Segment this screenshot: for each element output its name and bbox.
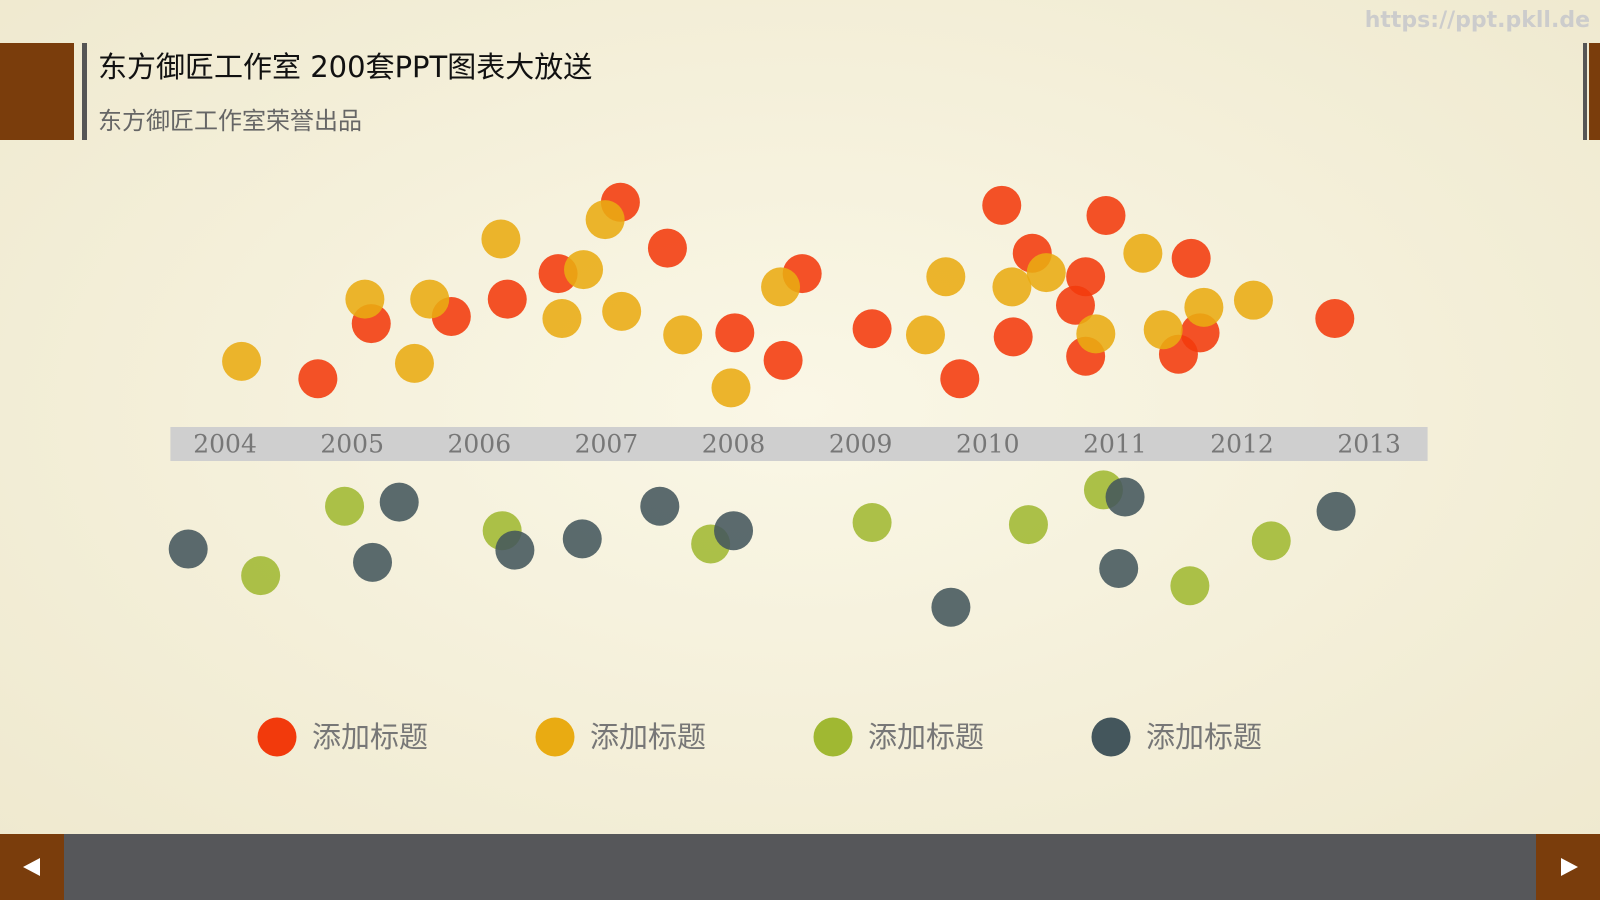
point — [325, 486, 365, 526]
point — [1143, 310, 1183, 350]
divider — [82, 43, 87, 140]
point — [647, 228, 687, 268]
point — [481, 219, 521, 259]
prev-arrow[interactable] — [23, 858, 40, 876]
footer-bar — [0, 834, 1600, 900]
x-tick-label: 2010 — [956, 430, 1020, 459]
point — [298, 359, 338, 399]
legend-label: 添加标题 — [590, 720, 706, 754]
divider — [1583, 43, 1587, 140]
subtitle: 东方御匠工作室荣誉出品 — [98, 107, 362, 135]
point — [564, 250, 604, 290]
point — [1123, 233, 1163, 273]
point — [1086, 196, 1126, 236]
point — [1251, 521, 1291, 561]
point — [1026, 253, 1066, 293]
point — [852, 503, 892, 543]
point — [1105, 477, 1145, 517]
point — [982, 185, 1022, 225]
point — [926, 257, 966, 297]
point — [905, 315, 945, 355]
point — [495, 530, 535, 570]
point — [1170, 566, 1210, 606]
legend-marker — [813, 717, 853, 757]
point — [1076, 314, 1116, 354]
point — [852, 309, 892, 349]
point — [1171, 238, 1211, 278]
brand-block — [1589, 43, 1600, 140]
x-tick-label: 2005 — [320, 430, 384, 459]
x-tick-label: 2008 — [702, 430, 766, 459]
point — [931, 587, 971, 627]
legend-label: 添加标题 — [312, 720, 428, 754]
point — [1184, 287, 1224, 327]
x-tick-label: 2012 — [1210, 430, 1274, 459]
point — [663, 315, 703, 355]
point — [394, 343, 434, 383]
point — [487, 279, 527, 319]
point — [761, 267, 801, 307]
point — [345, 279, 385, 319]
x-tick-label: 2013 — [1337, 430, 1401, 459]
axis-band — [170, 427, 1428, 461]
watermark: https://ppt.pkll.de — [1365, 8, 1590, 33]
legend-marker — [257, 717, 297, 757]
point — [222, 341, 262, 381]
point — [168, 529, 208, 569]
legend: 添加标题 添加标题 添加标题 添加标题 — [257, 717, 1262, 757]
x-tick-label: 2006 — [447, 430, 511, 459]
title: 东方御匠工作室 200套PPT图表大放送 — [98, 50, 592, 84]
legend-marker — [1091, 717, 1131, 757]
point — [542, 299, 582, 339]
point — [1233, 280, 1273, 320]
point — [379, 482, 419, 522]
point — [1055, 285, 1095, 325]
x-tick-label: 2009 — [829, 430, 893, 459]
point — [1315, 299, 1355, 339]
point — [585, 200, 625, 240]
point — [562, 519, 602, 559]
point — [715, 313, 755, 353]
legend-label: 添加标题 — [868, 720, 984, 754]
point — [410, 279, 450, 319]
x-tick-label: 2007 — [575, 430, 639, 459]
plot: 2004 2005 2006 2007 2008 2009 2010 2011 2012 2013 — [168, 182, 1428, 627]
x-tick-label: 2004 — [193, 430, 257, 459]
next-arrow[interactable] — [1561, 858, 1578, 876]
point — [353, 542, 393, 582]
point — [640, 486, 680, 526]
legend-label: 添加标题 — [1146, 720, 1262, 754]
point — [1316, 491, 1356, 531]
point — [940, 359, 980, 399]
brand-block — [0, 43, 74, 140]
point — [993, 317, 1033, 357]
legend-marker — [535, 717, 575, 757]
point — [711, 368, 751, 408]
point — [992, 267, 1032, 307]
point — [714, 511, 754, 551]
point — [1008, 505, 1048, 545]
point — [1099, 548, 1139, 588]
point — [763, 340, 803, 380]
point — [241, 556, 281, 596]
point — [602, 291, 642, 331]
x-tick-label: 2011 — [1083, 430, 1147, 459]
